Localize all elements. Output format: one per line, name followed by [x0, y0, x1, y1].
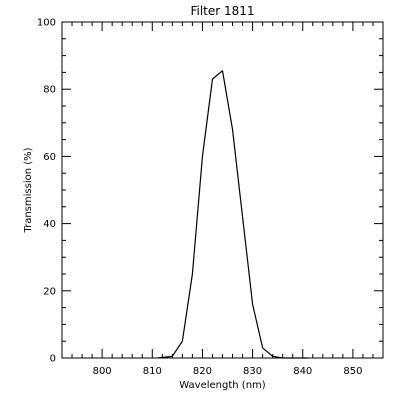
y-tick-label: 20	[43, 286, 56, 297]
y-tick-label: 100	[37, 18, 56, 29]
x-tick-label: 850	[343, 366, 362, 377]
chart-title: Filter 1811	[190, 4, 254, 18]
x-axis-title: Wavelength (nm)	[179, 380, 265, 391]
ticks-layer	[61, 21, 384, 359]
x-tick-label: 840	[293, 366, 312, 377]
y-tick-label: 0	[50, 354, 56, 365]
y-tick-label: 40	[43, 219, 56, 230]
y-axis-title: Transmission (%)	[23, 147, 34, 233]
y-tick-label: 80	[43, 85, 56, 96]
x-tick-label: 800	[93, 366, 112, 377]
y-tick-label: 60	[43, 152, 56, 163]
plot-frame	[61, 21, 384, 359]
tick-labels-layer: 800 810 820 830 840 850 0 20 40 60 80 100	[37, 18, 363, 378]
x-tick-label: 810	[143, 366, 162, 377]
transmission-curve	[157, 70, 308, 359]
series-layer	[157, 70, 308, 359]
x-tick-label: 830	[243, 366, 262, 377]
x-tick-label: 820	[193, 366, 212, 377]
